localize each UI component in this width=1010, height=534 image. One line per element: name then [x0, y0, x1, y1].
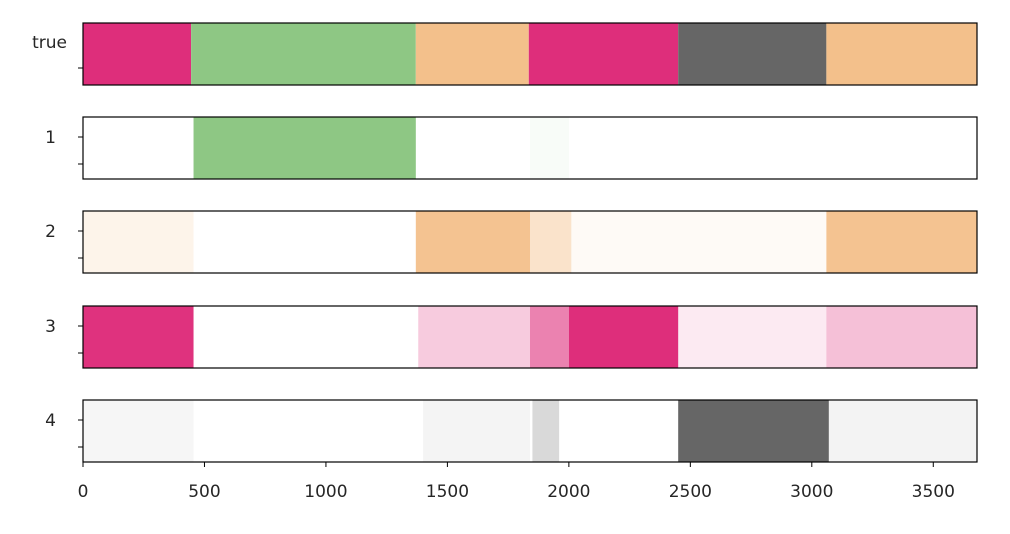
row-4-label: 4	[45, 411, 56, 431]
row-4-segment-4	[828, 400, 977, 462]
x-tick-label-500: 500	[188, 482, 220, 502]
row-true-segment-2	[415, 23, 529, 85]
row-true-label: true	[32, 33, 67, 53]
row-2-bars	[83, 211, 977, 273]
row-3: 3	[45, 305, 978, 369]
row-4-frame	[82, 399, 978, 463]
row-2-segment-3	[571, 211, 827, 273]
row-true-segment-3	[528, 23, 679, 85]
row-4-bars	[83, 400, 977, 462]
row-3-segment-0	[83, 306, 194, 368]
row-3-segment-3	[568, 306, 679, 368]
x-axis: 0 500 1000 1500 2000 2500 3000 3500	[78, 462, 955, 502]
row-true-bars	[83, 23, 977, 85]
row-2-segment-2	[530, 211, 572, 273]
row-2-label: 2	[45, 222, 56, 242]
row-3-frame	[82, 305, 978, 369]
row-true-segment-0	[83, 23, 192, 85]
row-1: 1	[45, 116, 978, 180]
row-1-frame	[82, 116, 978, 180]
row-3-segment-4	[678, 306, 827, 368]
x-tick-label-3500: 3500	[912, 482, 955, 502]
row-2-frame	[82, 210, 978, 274]
row-1-segment-1	[530, 117, 569, 179]
row-4-segment-2	[532, 400, 560, 462]
row-true-segment-5	[826, 23, 977, 85]
x-tick-label-0: 0	[78, 482, 89, 502]
x-tick-label-1000: 1000	[304, 482, 347, 502]
row-4-segment-3	[678, 400, 829, 462]
row-2-segment-0	[83, 211, 194, 273]
row-3-label: 3	[45, 317, 56, 337]
x-tick-label-2000: 2000	[547, 482, 590, 502]
row-4: 4	[45, 399, 978, 463]
x-tick-label-1500: 1500	[426, 482, 469, 502]
row-true-segment-4	[678, 23, 827, 85]
row-true-frame	[82, 22, 978, 86]
row-1-segment-0	[193, 117, 416, 179]
row-true-segment-1	[191, 23, 416, 85]
row-3-segment-1	[418, 306, 530, 368]
x-tick-label-2500: 2500	[669, 482, 712, 502]
row-2: 2	[45, 210, 978, 274]
row-1-label: 1	[45, 128, 56, 148]
row-4-segment-1	[423, 400, 530, 462]
row-true: true	[32, 22, 978, 86]
row-3-segment-5	[826, 306, 977, 368]
row-4-segment-0	[83, 400, 194, 462]
row-3-bars	[83, 306, 977, 368]
row-2-segment-1	[415, 211, 530, 273]
row-3-segment-2	[530, 306, 569, 368]
row-1-bars	[193, 117, 569, 179]
x-tick-label-3000: 3000	[790, 482, 833, 502]
row-2-segment-4	[826, 211, 977, 273]
